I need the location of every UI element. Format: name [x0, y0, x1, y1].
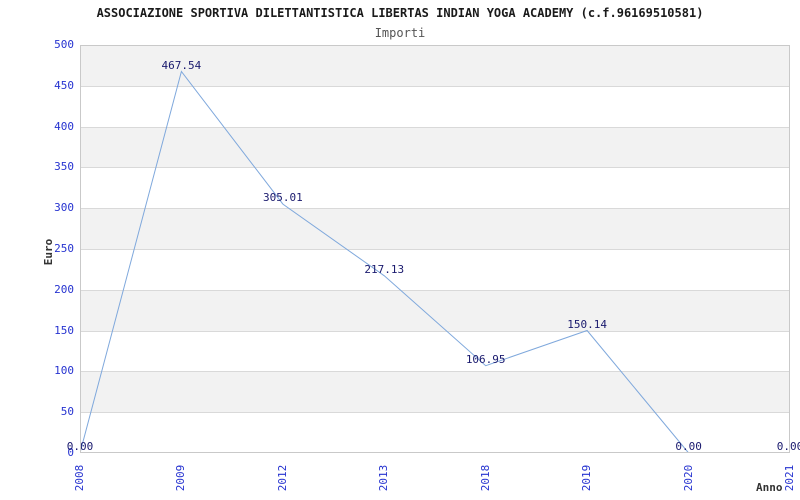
- y-tick-label: 400: [54, 119, 74, 133]
- y-tick-label: 250: [54, 242, 74, 255]
- y-tick-label: 350: [54, 160, 74, 174]
- data-point-label: 217.13: [364, 262, 405, 276]
- x-tick-label: 2020: [681, 464, 695, 492]
- data-point-label: 305.01: [263, 191, 303, 205]
- grid-band: [80, 167, 790, 208]
- grid-band: [80, 371, 790, 413]
- chart-title: ASSOCIAZIONE SPORTIVA DILETTANTISTICA LI…: [96, 6, 704, 20]
- grid-band: [80, 289, 790, 331]
- y-tick-label: 150: [54, 323, 74, 337]
- x-tick-label: 2009: [174, 464, 188, 492]
- data-point-label: 0.00: [66, 440, 94, 453]
- series-line: [80, 70, 790, 453]
- grid-band: [80, 45, 790, 86]
- x-axis-title: Anno: [756, 481, 783, 494]
- grid-band: [80, 330, 790, 372]
- grid-band: [80, 208, 790, 249]
- y-tick-label: 50: [60, 405, 74, 419]
- data-point-label: 150.14: [567, 317, 607, 331]
- x-tick-label: 2019: [580, 464, 594, 492]
- data-point-label: 106.95: [465, 352, 506, 366]
- y-tick-label: 0: [67, 446, 74, 459]
- grid-band: [80, 249, 790, 290]
- plot-area: [80, 45, 790, 453]
- data-point-label: 0.00: [776, 440, 800, 453]
- x-tick-label: 2013: [377, 464, 391, 492]
- grid-band: [80, 126, 790, 168]
- chart-subtitle: Importi: [374, 26, 426, 40]
- x-tick-label: 2021: [783, 464, 796, 492]
- x-tick-label: 2008: [73, 464, 86, 492]
- line-series-svg: [80, 70, 790, 453]
- x-tick-label: 2012: [275, 464, 289, 492]
- y-tick-label: 500: [54, 38, 74, 51]
- grid-band: [80, 85, 790, 127]
- y-tick-label: 300: [54, 201, 74, 215]
- x-tick-label: 2018: [478, 464, 492, 492]
- y-tick-label: 100: [54, 364, 74, 378]
- grid-band: [80, 412, 790, 453]
- y-tick-label: 450: [54, 78, 74, 92]
- data-point-label: 467.54: [161, 58, 202, 72]
- data-point-label: 0.00: [675, 440, 702, 453]
- y-tick-label: 200: [54, 282, 74, 296]
